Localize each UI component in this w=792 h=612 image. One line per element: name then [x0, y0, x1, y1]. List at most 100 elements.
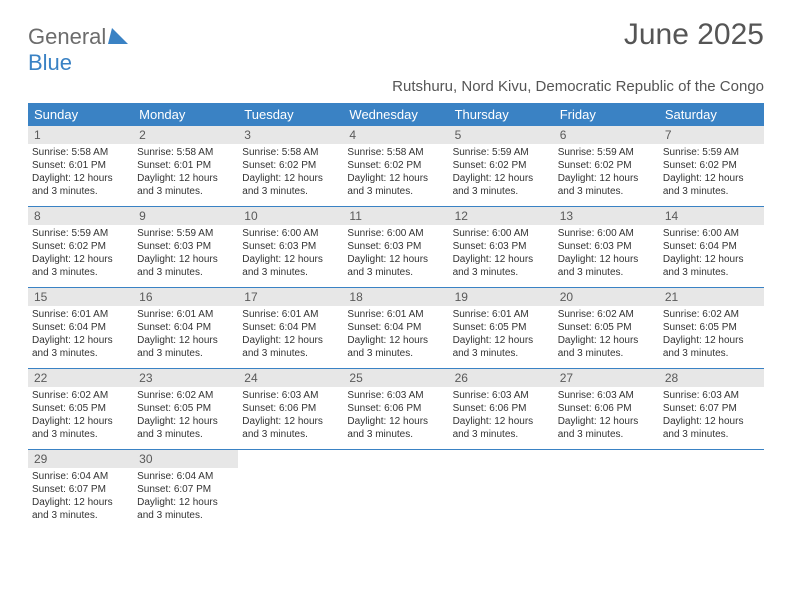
- sunset-text: Sunset: 6:02 PM: [242, 159, 339, 172]
- day-body: Sunrise: 6:01 AMSunset: 6:04 PMDaylight:…: [238, 306, 343, 368]
- daylight-text: and 3 minutes.: [137, 266, 234, 279]
- daylight-text: and 3 minutes.: [242, 347, 339, 360]
- sunrise-text: Sunrise: 6:00 AM: [453, 227, 550, 240]
- sunset-text: Sunset: 6:03 PM: [558, 240, 655, 253]
- day-body: Sunrise: 6:03 AMSunset: 6:06 PMDaylight:…: [343, 387, 448, 449]
- day-body: Sunrise: 6:01 AMSunset: 6:05 PMDaylight:…: [449, 306, 554, 368]
- daylight-text: and 3 minutes.: [663, 428, 760, 441]
- sunset-text: Sunset: 6:01 PM: [137, 159, 234, 172]
- day-number: 29: [28, 450, 133, 468]
- day-number: 4: [343, 126, 448, 144]
- daylight-text: and 3 minutes.: [453, 347, 550, 360]
- dow-saturday: Saturday: [659, 103, 764, 126]
- day-body: Sunrise: 5:59 AMSunset: 6:02 PMDaylight:…: [28, 225, 133, 287]
- sunrise-text: Sunrise: 6:00 AM: [347, 227, 444, 240]
- daylight-text: Daylight: 12 hours: [32, 172, 129, 185]
- daylight-text: and 3 minutes.: [558, 266, 655, 279]
- day-number: 27: [554, 369, 659, 387]
- daylight-text: and 3 minutes.: [242, 266, 339, 279]
- daylight-text: and 3 minutes.: [32, 509, 129, 522]
- daylight-text: and 3 minutes.: [137, 428, 234, 441]
- daylight-text: Daylight: 12 hours: [558, 334, 655, 347]
- daylight-text: Daylight: 12 hours: [242, 334, 339, 347]
- sunrise-text: Sunrise: 5:59 AM: [558, 146, 655, 159]
- day-number: 26: [449, 369, 554, 387]
- calendar-day: 3Sunrise: 5:58 AMSunset: 6:02 PMDaylight…: [238, 126, 343, 206]
- daylight-text: and 3 minutes.: [347, 347, 444, 360]
- day-number: 17: [238, 288, 343, 306]
- day-number: 21: [659, 288, 764, 306]
- calendar-day: 5Sunrise: 5:59 AMSunset: 6:02 PMDaylight…: [449, 126, 554, 206]
- day-body: Sunrise: 6:02 AMSunset: 6:05 PMDaylight:…: [659, 306, 764, 368]
- sunset-text: Sunset: 6:06 PM: [558, 402, 655, 415]
- day-number: [554, 450, 659, 454]
- day-number: 14: [659, 207, 764, 225]
- calendar-page: GeneralBlue June 2025 Rutshuru, Nord Kiv…: [0, 0, 792, 548]
- day-number: [238, 450, 343, 454]
- day-body: Sunrise: 6:00 AMSunset: 6:03 PMDaylight:…: [343, 225, 448, 287]
- sunset-text: Sunset: 6:03 PM: [453, 240, 550, 253]
- sunrise-text: Sunrise: 6:00 AM: [242, 227, 339, 240]
- daylight-text: Daylight: 12 hours: [347, 415, 444, 428]
- calendar-day: [449, 450, 554, 530]
- sunset-text: Sunset: 6:07 PM: [663, 402, 760, 415]
- daylight-text: Daylight: 12 hours: [242, 172, 339, 185]
- sunset-text: Sunset: 6:05 PM: [32, 402, 129, 415]
- calendar-day: 29Sunrise: 6:04 AMSunset: 6:07 PMDayligh…: [28, 450, 133, 530]
- sunrise-text: Sunrise: 6:01 AM: [453, 308, 550, 321]
- calendar-day: 26Sunrise: 6:03 AMSunset: 6:06 PMDayligh…: [449, 369, 554, 449]
- calendar-day: 27Sunrise: 6:03 AMSunset: 6:06 PMDayligh…: [554, 369, 659, 449]
- calendar-day: 20Sunrise: 6:02 AMSunset: 6:05 PMDayligh…: [554, 288, 659, 368]
- daylight-text: and 3 minutes.: [32, 347, 129, 360]
- calendar-week: 15Sunrise: 6:01 AMSunset: 6:04 PMDayligh…: [28, 287, 764, 368]
- daylight-text: Daylight: 12 hours: [663, 253, 760, 266]
- day-number: 7: [659, 126, 764, 144]
- daylight-text: Daylight: 12 hours: [137, 496, 234, 509]
- daylight-text: and 3 minutes.: [453, 185, 550, 198]
- sunrise-text: Sunrise: 6:01 AM: [242, 308, 339, 321]
- sunrise-text: Sunrise: 5:58 AM: [137, 146, 234, 159]
- day-number: 25: [343, 369, 448, 387]
- day-body: Sunrise: 6:03 AMSunset: 6:06 PMDaylight:…: [554, 387, 659, 449]
- sunset-text: Sunset: 6:05 PM: [137, 402, 234, 415]
- day-body: Sunrise: 5:59 AMSunset: 6:02 PMDaylight:…: [449, 144, 554, 206]
- sunset-text: Sunset: 6:03 PM: [242, 240, 339, 253]
- daylight-text: Daylight: 12 hours: [347, 253, 444, 266]
- sunset-text: Sunset: 6:04 PM: [32, 321, 129, 334]
- brand-part1: General: [28, 24, 106, 49]
- day-body: Sunrise: 6:00 AMSunset: 6:04 PMDaylight:…: [659, 225, 764, 287]
- daylight-text: Daylight: 12 hours: [453, 253, 550, 266]
- sunset-text: Sunset: 6:02 PM: [347, 159, 444, 172]
- daylight-text: Daylight: 12 hours: [32, 496, 129, 509]
- sunset-text: Sunset: 6:06 PM: [242, 402, 339, 415]
- daylight-text: Daylight: 12 hours: [558, 172, 655, 185]
- day-number: 8: [28, 207, 133, 225]
- sunset-text: Sunset: 6:03 PM: [137, 240, 234, 253]
- sunrise-text: Sunrise: 6:01 AM: [32, 308, 129, 321]
- page-title: June 2025: [624, 18, 764, 52]
- calendar-day: 21Sunrise: 6:02 AMSunset: 6:05 PMDayligh…: [659, 288, 764, 368]
- location-subtitle: Rutshuru, Nord Kivu, Democratic Republic…: [28, 78, 764, 95]
- daylight-text: and 3 minutes.: [137, 185, 234, 198]
- brand-text: GeneralBlue: [28, 24, 128, 76]
- daylight-text: and 3 minutes.: [558, 428, 655, 441]
- daylight-text: and 3 minutes.: [453, 428, 550, 441]
- dow-friday: Friday: [554, 103, 659, 126]
- day-number: 20: [554, 288, 659, 306]
- daylight-text: Daylight: 12 hours: [663, 172, 760, 185]
- day-number: [343, 450, 448, 454]
- sunrise-text: Sunrise: 5:59 AM: [32, 227, 129, 240]
- calendar-day: [343, 450, 448, 530]
- calendar-grid: Sunday Monday Tuesday Wednesday Thursday…: [28, 103, 764, 530]
- daylight-text: and 3 minutes.: [137, 509, 234, 522]
- calendar-day: 18Sunrise: 6:01 AMSunset: 6:04 PMDayligh…: [343, 288, 448, 368]
- day-number: 6: [554, 126, 659, 144]
- day-body: Sunrise: 5:58 AMSunset: 6:01 PMDaylight:…: [28, 144, 133, 206]
- daylight-text: Daylight: 12 hours: [663, 334, 760, 347]
- sunset-text: Sunset: 6:02 PM: [663, 159, 760, 172]
- calendar-week: 1Sunrise: 5:58 AMSunset: 6:01 PMDaylight…: [28, 126, 764, 206]
- day-body: Sunrise: 5:58 AMSunset: 6:02 PMDaylight:…: [343, 144, 448, 206]
- day-number: 15: [28, 288, 133, 306]
- header: GeneralBlue June 2025: [28, 18, 764, 76]
- sunrise-text: Sunrise: 6:00 AM: [558, 227, 655, 240]
